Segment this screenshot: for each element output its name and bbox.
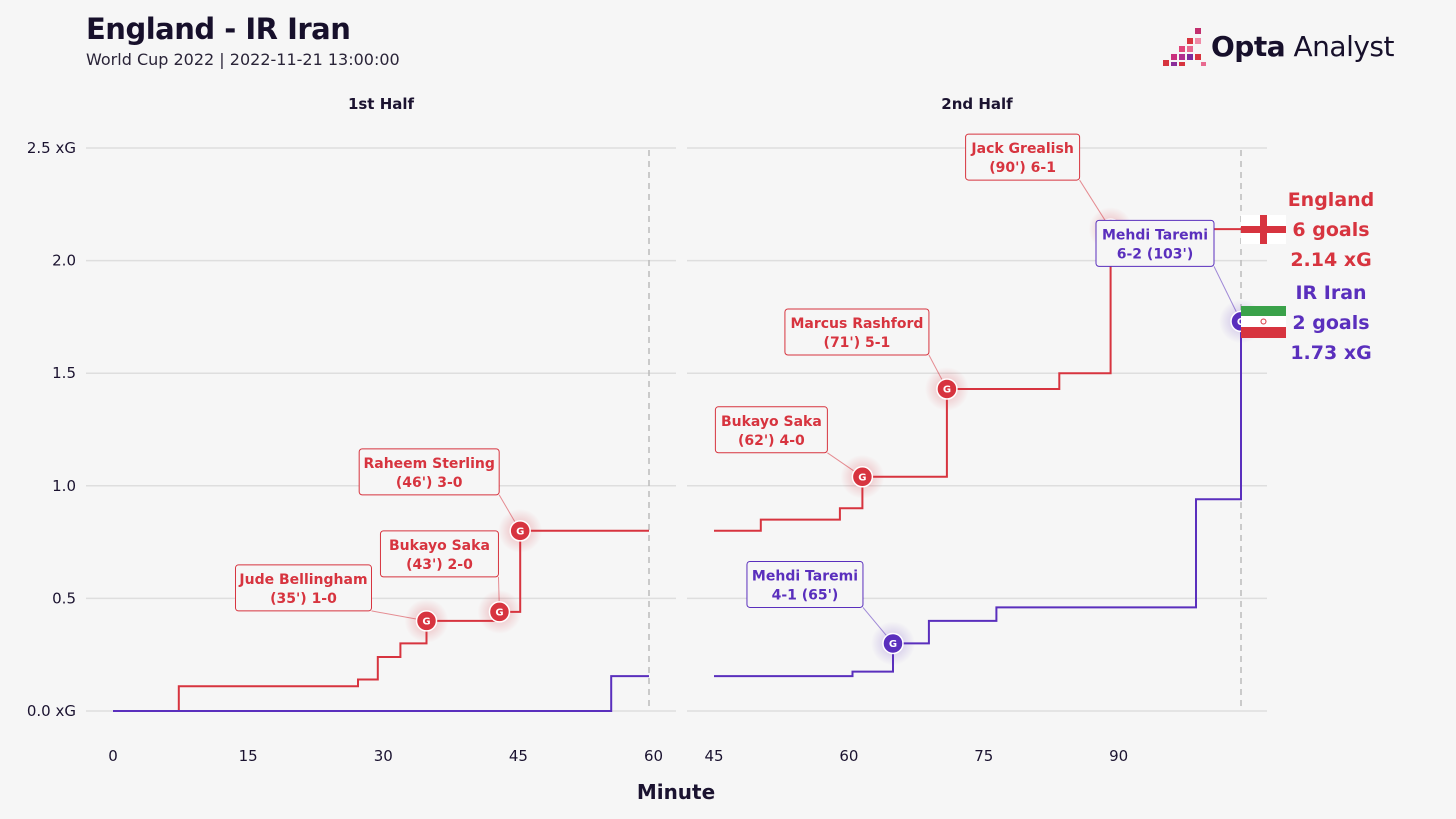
legend-team-name: IR Iran [1295,282,1366,304]
goal-callout: Marcus Rashford (71') 5-1 [784,308,930,356]
goal-marker [851,466,874,488]
goal-marker-label: G [889,639,897,650]
callout-detail: 4-1 (65') [772,587,839,603]
callout-player: Bukayo Saka [721,414,822,430]
goal-callout: Jude Bellingham (35') 1-0 [234,564,372,612]
callout-box [358,448,500,496]
legend-xg: 2.14 xG [1290,249,1371,271]
flag-cross-v [1260,215,1267,244]
iran-xg-line [113,675,649,712]
callout-player: Bukayo Saka [389,538,490,554]
callout-box [746,560,864,608]
goal-marker [509,520,531,542]
flag-stripe-white [1241,316,1286,327]
goal-marker [936,378,958,400]
goal-marker-label: G [516,526,524,537]
goal-marker [882,632,904,655]
iran-flag-icon [1241,306,1286,338]
opta-analyst-logo: Opta Analyst [1163,24,1394,68]
callout-detail: (43') 2-0 [406,557,473,573]
panel-title: 2nd Half [941,95,1013,113]
callout-player: Mehdi Taremi [752,568,858,584]
y-tick-label: 1.5 [52,364,76,382]
x-tick-label: 60 [839,747,858,765]
callout-detail: (90') 6-1 [989,160,1056,176]
goal-callout: Bukayo Saka (43') 2-0 [379,530,499,578]
goal-callout: Bukayo Saka (62') 4-0 [714,406,828,454]
x-tick-label: 45 [509,747,528,765]
legend-team-name: England [1288,189,1375,211]
callout-box [784,308,930,356]
y-tick-label: 2.0 [52,252,76,270]
panel-title: 1st Half [348,95,415,113]
callout-box [379,530,499,578]
goal-callout: Jack Grealish (90') 6-1 [965,133,1081,181]
goal-marker-label: G [422,616,430,627]
flag-stripe-green [1241,306,1286,316]
page-title: England - IR Iran [86,12,351,46]
flag-emblem [1260,318,1267,325]
callout-box [1095,219,1215,267]
logo-text: Opta Analyst [1211,29,1394,63]
england-flag-icon [1241,215,1286,244]
goal-marker-label: G [495,607,503,618]
england-xg-line [714,228,1241,532]
goal-marker-label: G [943,384,951,395]
callout-player: Mehdi Taremi [1102,227,1208,243]
y-tick-label: 0.5 [52,589,76,607]
goal-callout: Raheem Sterling (46') 3-0 [358,448,500,496]
callout-detail: (46') 3-0 [396,475,463,491]
opta-logo-icon [1163,28,1206,66]
page-subtitle: World Cup 2022 | 2022-11-21 13:00:00 [86,50,400,69]
callout-box [234,564,372,612]
x-tick-label: 45 [704,747,723,765]
goal-marker-label: G [858,472,866,483]
callout-player: Marcus Rashford [790,316,923,332]
y-tick-label: 0.0 xG [27,702,76,720]
y-tick-label: 2.5 xG [27,139,76,157]
goal-callout: Mehdi Taremi 4-1 (65') [746,560,864,608]
goal-marker [415,610,438,632]
x-tick-label: 15 [239,747,258,765]
callout-detail: 6-2 (103') [1117,246,1193,262]
legend-goals: 2 goals [1292,312,1369,334]
iran-xg-line [714,321,1242,678]
callout-detail: (35') 1-0 [270,591,337,607]
callout-box [714,406,828,454]
x-axis-label: Minute [637,780,715,804]
goal-marker [488,601,511,623]
callout-player: Jack Grealish [970,141,1073,157]
callout-player: Jude Bellingham [238,572,367,588]
callout-detail: (62') 4-0 [738,433,805,449]
goal-callout: Mehdi Taremi 6-2 (103') [1095,219,1215,267]
legend-goals: 6 goals [1292,219,1369,241]
x-tick-label: 60 [644,747,663,765]
callout-box [965,133,1081,181]
flag-stripe-red [1241,327,1286,338]
x-tick-label: 90 [1109,747,1128,765]
legend-xg: 1.73 xG [1290,342,1371,364]
x-tick-label: 75 [974,747,993,765]
callout-player: Raheem Sterling [363,456,494,472]
y-tick-label: 1.0 [52,477,76,495]
callout-detail: (71') 5-1 [824,335,891,351]
x-tick-label: 0 [108,747,118,765]
x-tick-label: 30 [374,747,393,765]
